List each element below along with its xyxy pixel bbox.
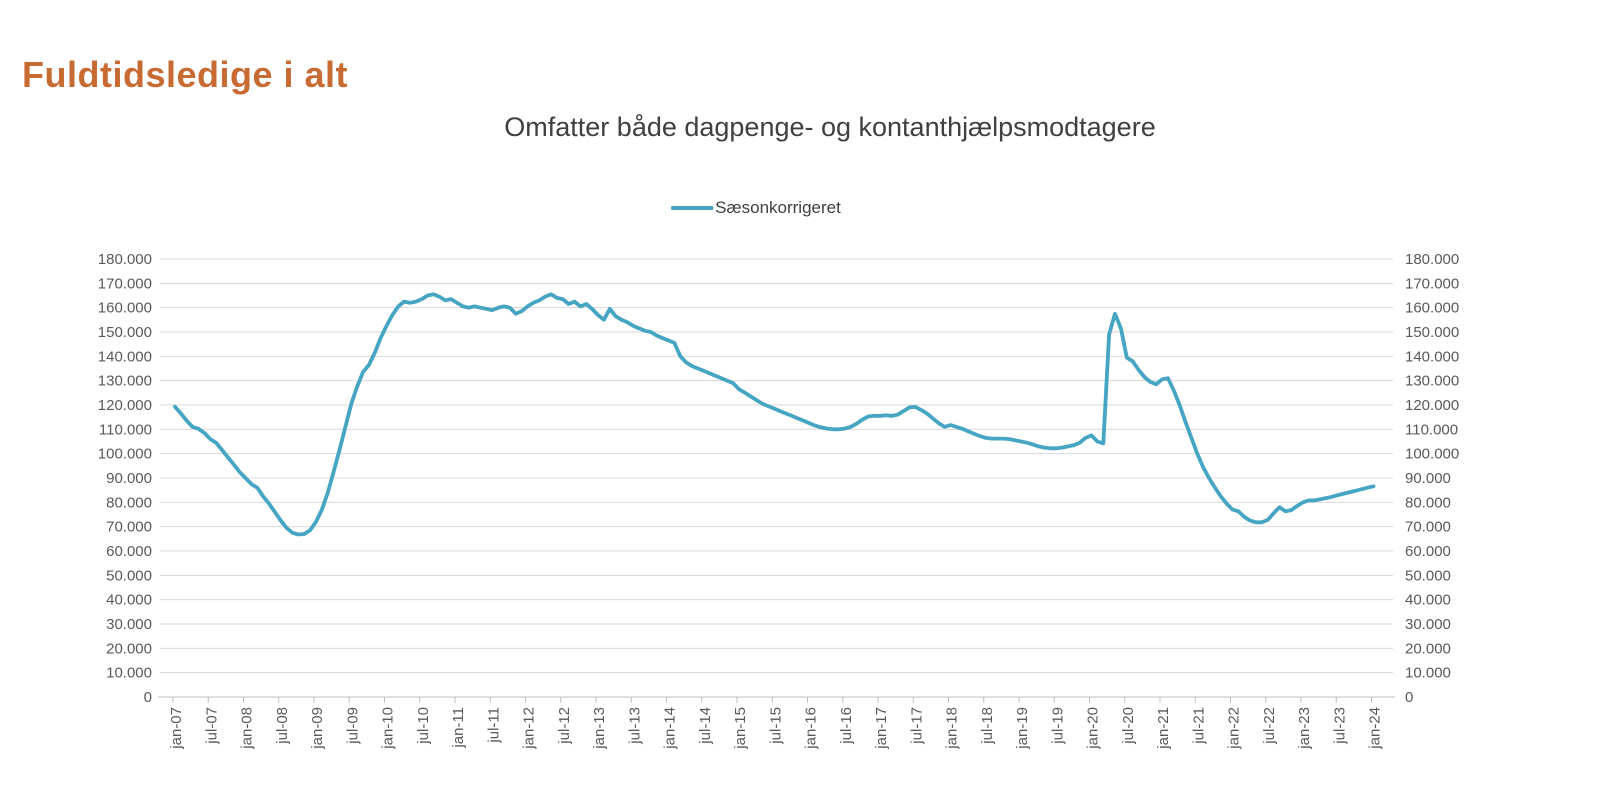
x-axis-label: jul-23: [1331, 707, 1348, 745]
y-axis-label-right: 170.000: [1405, 275, 1459, 292]
y-axis-label-right: 60.000: [1405, 543, 1451, 560]
x-axis-label: jan-24: [1367, 707, 1384, 750]
x-axis-label: jul-09: [344, 707, 361, 745]
x-axis-label: jan-23: [1296, 707, 1313, 750]
x-axis-label: jan-11: [450, 707, 467, 749]
series-line-saesonkorrigeret: [173, 292, 1376, 537]
x-axis-label: jan-17: [873, 707, 890, 750]
x-axis-label: jul-16: [838, 707, 855, 745]
y-axis-label-right: 0: [1405, 689, 1413, 706]
x-axis-label: jan-08: [239, 707, 256, 750]
y-axis-label-left: 130.000: [98, 373, 152, 390]
y-axis-label-left: 110.000: [99, 421, 152, 438]
y-axis-label-right: 30.000: [1405, 616, 1451, 633]
x-axis-label: jul-08: [274, 707, 291, 745]
x-axis-label: jan-07: [168, 707, 185, 750]
y-axis-label-left: 30.000: [106, 616, 152, 633]
x-axis-label: jul-14: [697, 707, 714, 745]
y-axis-label-left: 10.000: [106, 665, 152, 682]
y-axis-label-left: 170.000: [98, 275, 152, 292]
x-axis-label: jul-07: [203, 707, 220, 745]
y-axis-label-left: 120.000: [98, 397, 152, 414]
x-axis-label: jul-15: [767, 707, 784, 745]
y-axis-label-right: 70.000: [1405, 519, 1451, 536]
y-axis-label-right: 50.000: [1405, 567, 1451, 584]
y-axis-label-left: 140.000: [98, 348, 152, 365]
y-axis-label-right: 90.000: [1405, 470, 1451, 487]
y-axis-label-right: 160.000: [1405, 300, 1459, 317]
chart-title: Omfatter både dagpenge- og kontanthjælps…: [504, 112, 1156, 142]
x-axis-label: jan-09: [309, 707, 326, 750]
y-axis-label-left: 50.000: [106, 567, 152, 584]
x-axis-label: jul-21: [1190, 707, 1207, 745]
y-axis-label-right: 110.000: [1405, 421, 1458, 438]
x-axis-label: jan-14: [662, 707, 679, 750]
x-axis-label: jan-16: [803, 707, 820, 750]
y-axis-label-right: 180.000: [1405, 251, 1459, 268]
y-axis-label-right: 80.000: [1405, 494, 1451, 511]
x-axis-label: jan-12: [521, 707, 538, 750]
y-axis-label-right: 140.000: [1405, 348, 1459, 365]
x-axis-label: jan-22: [1226, 707, 1243, 750]
legend-series-label: Sæsonkorrigeret: [715, 198, 841, 217]
page-title: Fuldtidsledige i alt: [22, 54, 349, 96]
y-axis-label-left: 80.000: [106, 494, 152, 511]
x-axis-label: jul-12: [556, 707, 573, 745]
y-axis-label-right: 100.000: [1405, 446, 1459, 463]
y-axis-label-left: 180.000: [98, 251, 152, 268]
x-axis-label: jul-20: [1120, 707, 1137, 745]
y-axis-label-left: 150.000: [98, 324, 152, 341]
y-axis-label-left: 0: [144, 689, 152, 706]
y-axis-label-right: 130.000: [1405, 373, 1459, 390]
y-axis-label-left: 70.000: [106, 519, 152, 536]
x-axis-label: jan-19: [1014, 707, 1031, 750]
y-axis-label-left: 60.000: [106, 543, 152, 560]
y-axis-label-left: 90.000: [106, 470, 152, 487]
x-axis-label: jan-21: [1155, 707, 1172, 750]
x-axis-label: jan-10: [380, 707, 397, 750]
x-axis-label: jul-17: [908, 707, 925, 745]
y-axis-label-right: 120.000: [1405, 397, 1459, 414]
legend-line-swatch: [671, 206, 714, 210]
y-axis-label-right: 150.000: [1405, 324, 1459, 341]
y-axis-label-right: 20.000: [1405, 640, 1451, 657]
y-axis-label-left: 100.000: [98, 446, 152, 463]
y-axis-label-left: 20.000: [106, 640, 152, 657]
x-axis-label: jul-13: [626, 707, 643, 745]
legend: Sæsonkorrigeret: [671, 198, 841, 218]
y-axis-label-left: 160.000: [98, 300, 152, 317]
x-axis-label: jan-18: [944, 707, 961, 750]
y-axis-label-right: 10.000: [1405, 665, 1451, 682]
x-axis-label: jul-10: [415, 707, 432, 745]
y-axis-label-left: 40.000: [106, 592, 152, 609]
x-axis-label: jul-19: [1049, 707, 1066, 745]
x-axis-label: jul-18: [979, 707, 996, 745]
x-axis-label: jan-13: [591, 707, 608, 750]
x-axis-label: jan-20: [1085, 707, 1102, 750]
y-axis-label-right: 40.000: [1405, 592, 1451, 609]
x-axis-label: jul-11: [485, 707, 502, 744]
x-axis-label: jan-15: [732, 707, 749, 750]
x-axis-label: jul-22: [1261, 707, 1278, 745]
